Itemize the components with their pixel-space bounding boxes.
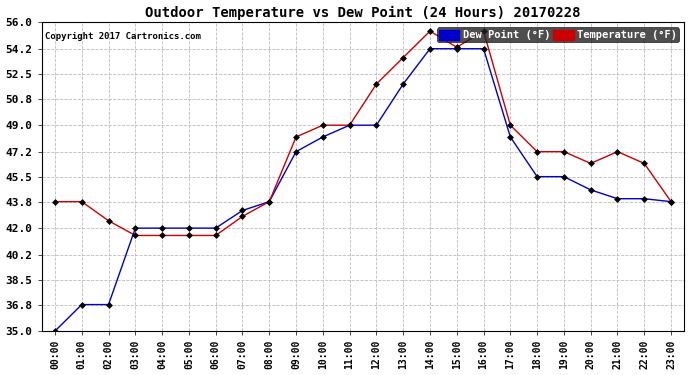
Legend: Dew Point (°F), Temperature (°F): Dew Point (°F), Temperature (°F) [437, 27, 679, 42]
Text: Copyright 2017 Cartronics.com: Copyright 2017 Cartronics.com [45, 32, 201, 40]
Title: Outdoor Temperature vs Dew Point (24 Hours) 20170228: Outdoor Temperature vs Dew Point (24 Hou… [146, 6, 581, 20]
